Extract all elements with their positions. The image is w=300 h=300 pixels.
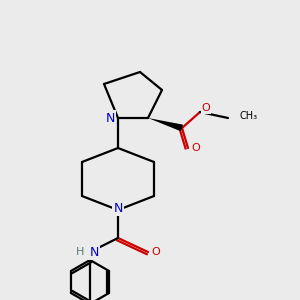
Text: O: O [192, 143, 200, 153]
Polygon shape [148, 118, 183, 131]
Text: CH₃: CH₃ [240, 111, 258, 121]
Text: N: N [105, 112, 115, 124]
Text: N: N [113, 202, 123, 214]
Text: O: O [152, 247, 160, 257]
Text: H: H [76, 247, 84, 257]
Text: O: O [202, 103, 210, 113]
Text: N: N [89, 245, 99, 259]
